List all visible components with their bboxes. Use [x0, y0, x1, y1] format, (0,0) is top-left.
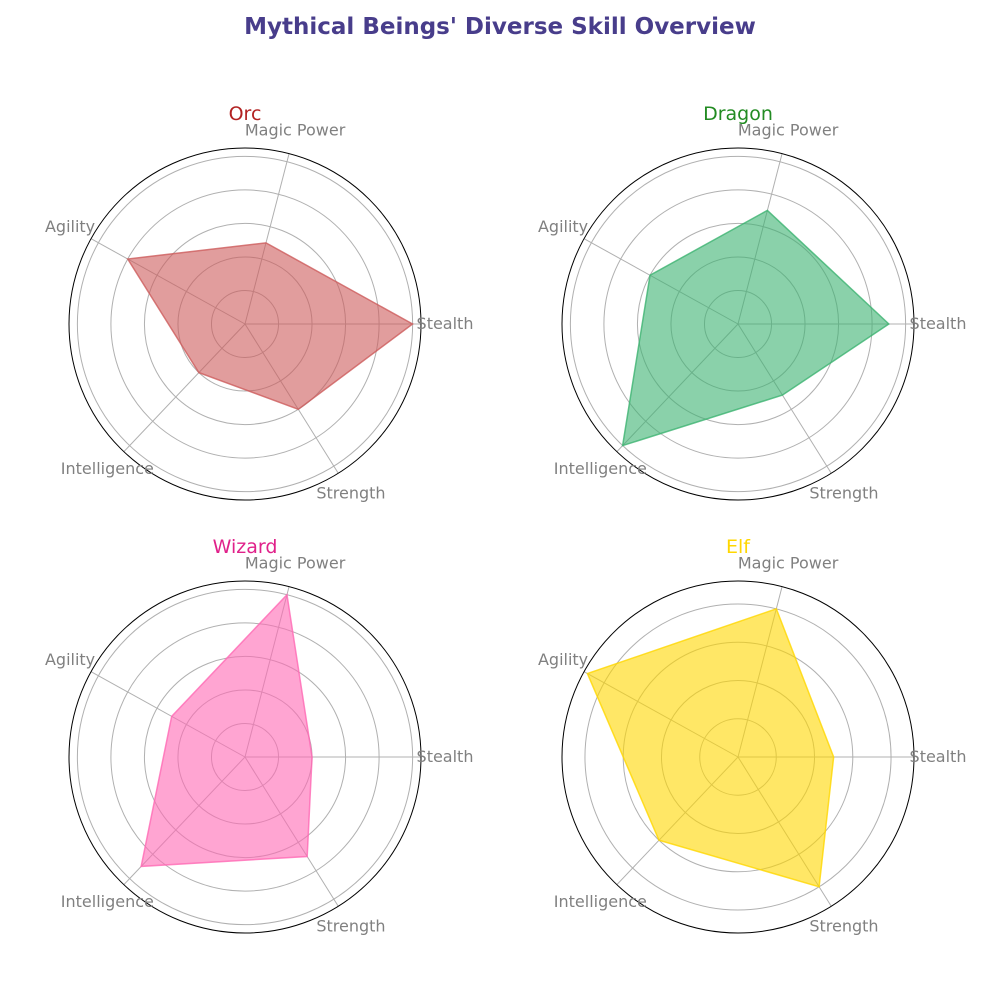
series-polygon	[140, 593, 313, 868]
radar-chart: Stealth Magic Power Agility Intelligence Str…	[538, 103, 966, 503]
polar-frame	[68, 147, 422, 501]
axis-label: Intelligence	[554, 892, 647, 911]
axis-label: Strength	[316, 484, 385, 503]
axis-label: Intelligence	[61, 892, 154, 911]
chart-title: Orc	[229, 103, 262, 125]
radar-panel-dragon: Stealth Magic Power Agility Intelligence Str…	[518, 94, 966, 534]
radar-panel-wizard: Stealth Magic Power Agility Intelligence Str…	[25, 527, 473, 967]
axis-label: Stealth	[910, 314, 967, 333]
chart-title: Elf	[726, 536, 751, 558]
axis-label: Strength	[809, 484, 878, 503]
radar-chart: Stealth Magic Power Agility Intelligence Str…	[538, 536, 966, 936]
chart-title: Wizard	[213, 536, 278, 558]
axis-label: Agility	[538, 650, 588, 669]
page-title: Mythical Beings' Diverse Skill Overview	[244, 14, 756, 40]
axis-label: Intelligence	[554, 459, 647, 478]
axis-label: Stealth	[417, 747, 474, 766]
polar-frame	[68, 580, 422, 934]
axis-label: Magic Power	[738, 120, 839, 139]
axis-label: Magic Power	[738, 553, 839, 572]
series-polygon	[621, 209, 891, 447]
polar-frame	[561, 580, 915, 934]
axis-label: Stealth	[910, 747, 967, 766]
radar-panel-elf: Stealth Magic Power Agility Intelligence Str…	[518, 527, 966, 967]
radar-chart: Stealth Magic Power Agility Intelligence Str…	[45, 103, 473, 503]
chart-title: Dragon	[703, 103, 773, 125]
axis-label: Agility	[45, 217, 95, 236]
series-polygon	[126, 242, 414, 411]
axis-label: Magic Power	[245, 120, 346, 139]
axis-label: Intelligence	[61, 459, 154, 478]
axis-label: Agility	[538, 217, 588, 236]
axis-label: Stealth	[417, 314, 474, 333]
series-polygon	[586, 607, 835, 888]
axis-label: Strength	[809, 917, 878, 936]
radar-panel-orc: Stealth Magic Power Agility Intelligence Str…	[25, 94, 473, 534]
axis-label: Magic Power	[245, 553, 346, 572]
axis-label: Strength	[316, 917, 385, 936]
axis-label: Agility	[45, 650, 95, 669]
radar-chart: Stealth Magic Power Agility Intelligence Str…	[45, 536, 473, 936]
polar-frame	[561, 147, 915, 501]
